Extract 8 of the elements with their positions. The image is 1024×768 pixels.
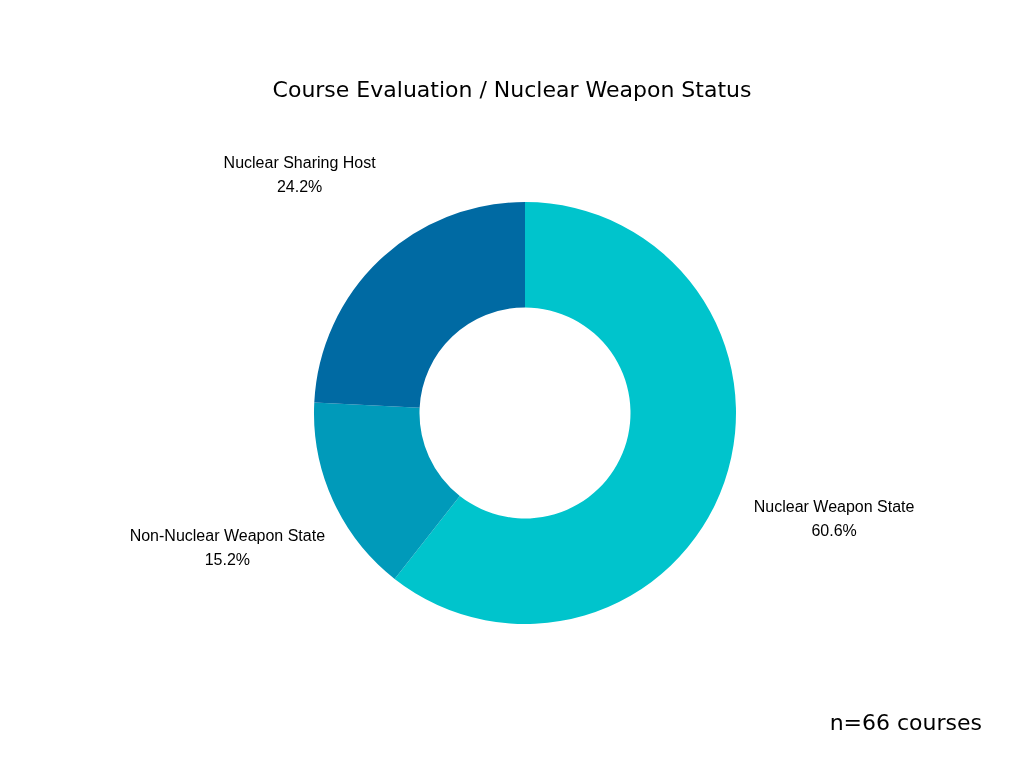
data-label: 60.6% xyxy=(811,522,857,540)
slice-label: Non-Nuclear Weapon State xyxy=(129,526,326,544)
chart-title: Course Evaluation / Nuclear Weapon Status xyxy=(272,76,752,102)
data-label: 15.2% xyxy=(204,550,251,568)
slice-label: Nuclear Sharing Host xyxy=(223,154,377,172)
text: n=66 courses xyxy=(829,709,982,735)
slice-label: Nuclear Weapon State xyxy=(753,498,915,516)
data-label: 24.2% xyxy=(276,178,323,196)
